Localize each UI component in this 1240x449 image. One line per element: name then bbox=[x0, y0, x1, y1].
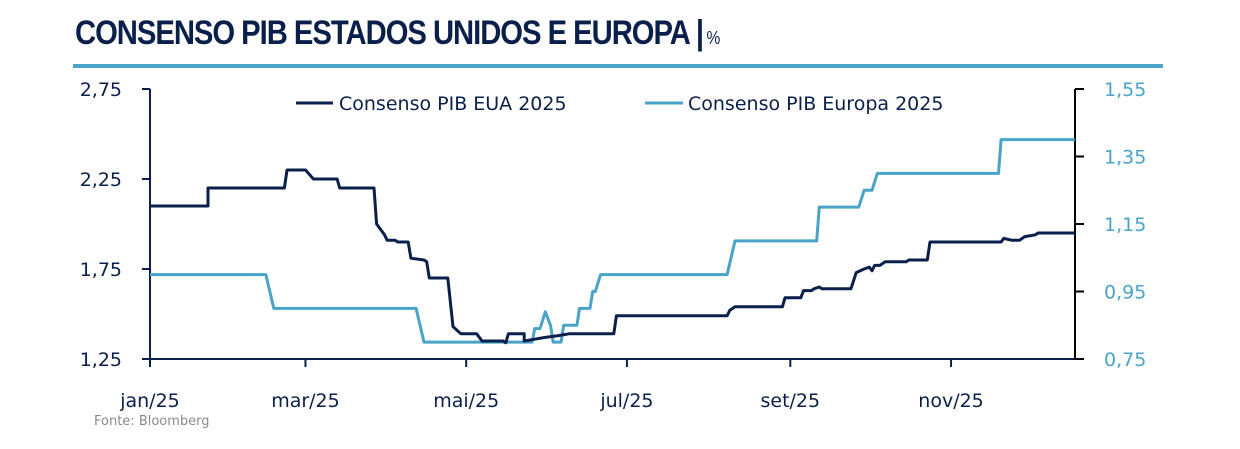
title-underline bbox=[73, 64, 1163, 68]
right-y-tick-label: 1,35 bbox=[1104, 147, 1146, 169]
chart-title: CONSENSO PIB ESTADOS UNIDOS E EUROPA |% bbox=[75, 14, 720, 53]
series-line-eua bbox=[150, 168, 1075, 345]
left-y-tick-label: 2,75 bbox=[80, 79, 122, 101]
left-y-tick-label: 1,75 bbox=[80, 259, 122, 281]
chart-title-text: CONSENSO PIB ESTADOS UNIDOS E EUROPA | bbox=[75, 14, 704, 52]
right-y-tick-label: 0,95 bbox=[1104, 282, 1146, 304]
series-group bbox=[150, 138, 1075, 345]
x-tick-label: mai/25 bbox=[433, 390, 499, 412]
series-line-europa bbox=[150, 138, 1075, 344]
left-y-tick-label: 1,25 bbox=[80, 349, 122, 371]
chart-title-unit: % bbox=[706, 28, 721, 48]
right-y-tick-label: 0,75 bbox=[1104, 349, 1146, 371]
legend-label-europa: Consenso PIB Europa 2025 bbox=[688, 93, 943, 115]
legend: Consenso PIB EUA 2025 Consenso PIB Europ… bbox=[296, 93, 943, 115]
x-tick-label: jul/25 bbox=[599, 390, 653, 412]
legend-label-eua: Consenso PIB EUA 2025 bbox=[339, 93, 567, 115]
source-note: Fonte: Bloomberg bbox=[94, 414, 210, 429]
right-y-tick-label: 1,55 bbox=[1104, 79, 1146, 101]
x-tick-label: set/25 bbox=[760, 390, 820, 412]
x-tick-label: mar/25 bbox=[271, 390, 340, 412]
axes: 1,25 1,75 2,25 2,75 jan/25 mar/25 mai/25 jul/25… bbox=[80, 79, 1147, 412]
x-tick-label: jan/25 bbox=[119, 390, 180, 412]
right-y-tick-label: 1,15 bbox=[1104, 214, 1146, 236]
left-y-tick-label: 2,25 bbox=[80, 169, 122, 191]
x-tick-label: nov/25 bbox=[918, 390, 984, 412]
